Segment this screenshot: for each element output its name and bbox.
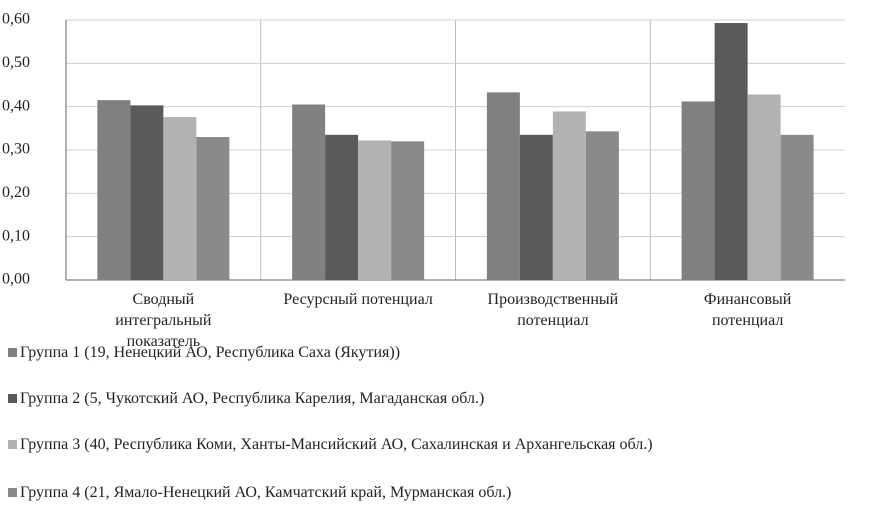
legend-entry: Группа 4 (21, Ямало-Ненецкий АО, Камчатс… [8,483,868,502]
x-tick-label: Финансовый потенциал [703,291,792,329]
bar [130,105,164,280]
y-tick-label: 0,00 [2,271,30,288]
legend-swatch [8,488,17,497]
bar [585,131,619,280]
bar [486,92,520,280]
bar [552,111,586,280]
legend-swatch [8,348,17,357]
y-tick-label: 0,50 [2,54,30,71]
bar [163,117,197,280]
legend-entry: Группа 3 (40, Республика Коми, Ханты-Ман… [8,435,868,454]
y-tick-label: 0,60 [2,11,30,28]
x-tick-label: Ресурсный потенциал [283,291,433,308]
legend-label: Группа 2 (5, Чукотский АО, Республика Ка… [20,390,485,407]
y-tick-label: 0,40 [2,97,30,114]
bar [780,134,814,280]
legend-swatch [8,440,17,449]
x-tick-label: Сводный интегральный показатель [115,291,212,350]
plot: 0,00 0,10 0,20 0,30 0,40 0,50 0,60 [2,11,845,288]
bar [391,141,425,280]
legend-label: Группа 3 (40, Республика Коми, Ханты-Ман… [20,436,653,453]
y-tick-label: 0,30 [2,141,30,158]
bar [358,140,392,280]
bar [292,104,326,280]
bar [196,137,230,280]
bar [325,134,359,280]
y-tick-label: 0,10 [2,227,30,244]
legend-label: Группа 1 (19, Ненецкий АО, Республика Са… [20,344,401,361]
legend-swatch [8,394,17,403]
bar [519,134,553,280]
legend-entry: Группа 1 (19, Ненецкий АО, Республика Са… [8,343,868,362]
legend-label: Группа 4 (21, Ямало-Ненецкий АО, Камчатс… [20,484,512,501]
legend-entry: Группа 2 (5, Чукотский АО, Республика Ка… [8,389,868,408]
y-tick-label: 0,20 [2,184,30,201]
bar [747,94,781,281]
x-tick-label: Производственный потенциал [487,291,619,329]
bar [97,100,131,281]
bar [714,23,748,281]
bar [681,101,715,280]
